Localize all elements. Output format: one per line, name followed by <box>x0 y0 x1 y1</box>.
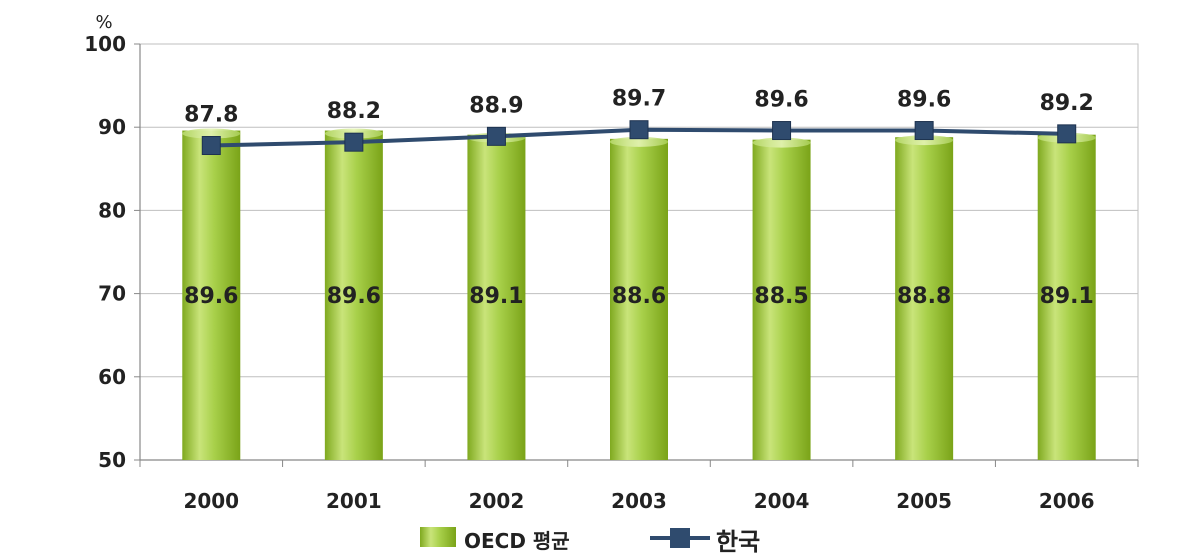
bar-top <box>182 128 241 139</box>
line-series <box>201 120 1077 156</box>
line-data-label: 89.6 <box>897 88 951 113</box>
bar-data-label: 88.6 <box>612 284 666 309</box>
line-data-label: 87.8 <box>184 103 238 128</box>
bar-data-label: 88.5 <box>754 284 808 309</box>
bar-data-label: 89.1 <box>1040 284 1094 309</box>
line-data-label: 89.2 <box>1040 91 1094 116</box>
line-marker <box>629 120 649 140</box>
legend-marker-korea <box>670 528 690 548</box>
line-data-label: 89.6 <box>754 88 808 113</box>
y-unit-label: % <box>95 12 112 33</box>
legend-label-oecd: OECD 평균 <box>464 529 570 553</box>
axes: 50 60 70 80 90 100% 2000 2001 2002 2003 2004 2005 20… <box>84 12 1139 513</box>
legend: OECD 평균 한국 <box>420 527 760 556</box>
bar <box>467 134 526 461</box>
bar-top <box>895 135 954 146</box>
line-marker <box>914 121 934 141</box>
bar-data-label: 89.6 <box>184 284 238 309</box>
y-tick-label: 100 <box>84 32 126 56</box>
x-tick-label: 2000 <box>183 489 239 513</box>
legend-swatch-oecd <box>420 527 456 547</box>
x-tick-label: 2004 <box>754 489 810 513</box>
x-tick-label: 2001 <box>326 489 382 513</box>
line-data-label: 88.2 <box>327 99 381 124</box>
bar <box>324 130 383 460</box>
y-tick-label: 50 <box>98 448 126 472</box>
line-data-label: 88.9 <box>469 93 523 118</box>
x-tick-label: 2003 <box>611 489 667 513</box>
x-tick-label: 2005 <box>896 489 952 513</box>
y-tick-label: 90 <box>98 115 126 139</box>
y-tick-label: 70 <box>98 282 126 306</box>
line-marker <box>344 132 364 152</box>
bar <box>895 137 954 460</box>
x-tick-label: 2006 <box>1039 489 1095 513</box>
bar <box>752 139 811 460</box>
legend-label-korea: 한국 <box>716 528 760 556</box>
bar-top <box>752 137 811 148</box>
line-marker <box>772 121 792 141</box>
data-labels: 89.6 89.6 89.1 88.6 88.5 88.8 89.1 87.8 88.2 88.9… <box>184 87 1094 309</box>
bar-data-label: 89.6 <box>327 284 381 309</box>
bar <box>182 130 241 460</box>
bar-top <box>610 136 668 147</box>
bar <box>1037 134 1096 461</box>
y-tick-label: 80 <box>98 198 126 222</box>
bar-data-label: 89.1 <box>469 284 523 309</box>
bar-data-label: 88.8 <box>897 284 951 309</box>
line-marker <box>1057 124 1077 144</box>
bar <box>610 138 668 460</box>
line-marker <box>201 136 221 156</box>
x-tick-label: 2002 <box>469 489 525 513</box>
line-marker <box>486 126 506 146</box>
line-data-label: 89.7 <box>612 87 666 112</box>
y-tick-label: 60 <box>98 365 126 389</box>
